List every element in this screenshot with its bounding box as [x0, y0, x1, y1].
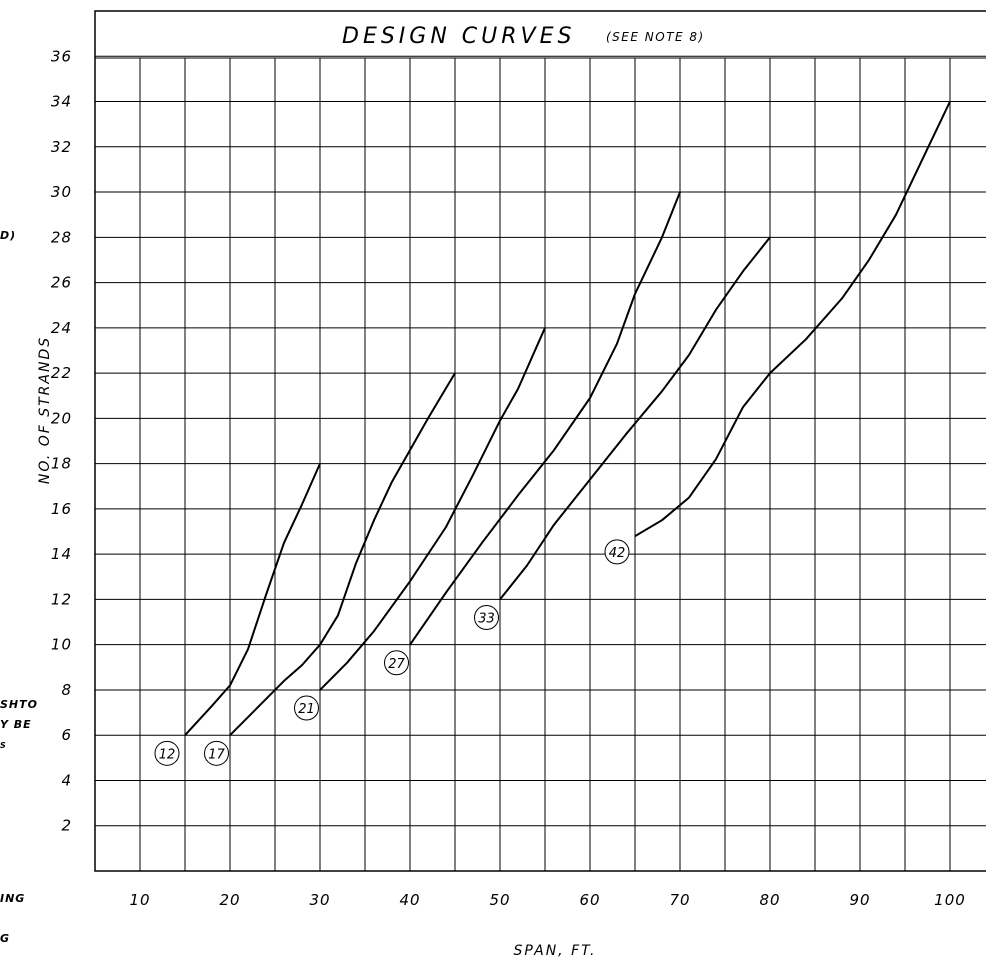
- series-label: 33: [478, 612, 495, 627]
- x-tick-label: 100: [934, 891, 966, 909]
- series-label: 17: [208, 747, 225, 762]
- series-line-33: [499, 236, 771, 601]
- y-tick-label: 26: [51, 274, 72, 292]
- y-tick-label: 16: [51, 500, 72, 518]
- crop-fragment-f: G: [0, 932, 10, 945]
- x-tick-labels: 10 20 30 40 50 60 70 80 90 100: [129, 891, 966, 909]
- x-tick-label: 30: [309, 891, 330, 909]
- y-tick-label: 32: [51, 138, 72, 156]
- chart-subtitle: (SEE NOTE 8): [606, 30, 705, 44]
- x-tick-label: 50: [489, 891, 510, 909]
- series-label-circle: [604, 539, 630, 565]
- series-label-circle: [474, 605, 499, 631]
- crop-fragment-c: Y BE: [0, 718, 32, 731]
- series-label: 27: [388, 657, 405, 672]
- crop-fragment-e: ING: [0, 892, 25, 905]
- y-tick-label: 36: [51, 47, 72, 65]
- y-tick-label: 20: [51, 409, 72, 427]
- series-line-12: [184, 463, 321, 736]
- series-line-17: [229, 372, 456, 736]
- y-tick-label: 2: [61, 817, 72, 835]
- series-line-21: [319, 327, 546, 691]
- y-tick-label: 18: [51, 455, 72, 473]
- chart-title: DESIGN CURVES: [342, 24, 575, 49]
- crop-fragment-b: SHTO: [0, 698, 38, 711]
- y-tick-label: 12: [51, 590, 72, 608]
- crop-fragment-a: D): [0, 229, 16, 242]
- x-tick-label: 10: [129, 891, 150, 909]
- y-tick-label: 22: [51, 364, 72, 382]
- y-tick-label: 34: [51, 93, 72, 111]
- y-tick-label: 4: [61, 771, 72, 789]
- series-label: 12: [159, 747, 176, 762]
- series-label-circle: [384, 650, 409, 676]
- series-label-circle: [154, 740, 180, 766]
- x-tick-label: 40: [399, 891, 420, 909]
- x-tick-label: 70: [669, 891, 690, 909]
- x-axis-label: SPAN, FT.: [514, 943, 597, 959]
- chart-frame: [94, 10, 986, 872]
- series-lines: [184, 101, 951, 736]
- series-labels: 12 17 21 27 33 42: [154, 539, 630, 766]
- series-label: 21: [298, 702, 315, 717]
- y-tick-label: 8: [61, 681, 72, 699]
- series-line-42: [634, 101, 951, 537]
- series-label-circle: [294, 695, 319, 721]
- crop-fragment-d: S: [0, 741, 7, 750]
- y-tick-label: 6: [61, 726, 72, 744]
- y-tick-label: 10: [51, 636, 72, 654]
- x-tick-label: 90: [849, 891, 870, 909]
- series-label-circle: [204, 740, 229, 766]
- x-tick-label: 20: [219, 891, 240, 909]
- grid: [95, 55, 986, 871]
- x-tick-label: 60: [579, 891, 600, 909]
- y-axis-label: NO. OF STRANDS: [37, 336, 53, 484]
- y-tick-label: 28: [51, 228, 72, 246]
- y-tick-label: 24: [51, 319, 72, 337]
- y-tick-label: 30: [51, 183, 72, 201]
- y-tick-label: 14: [51, 545, 72, 563]
- series-label: 42: [609, 546, 626, 561]
- series-line-27: [409, 191, 681, 646]
- x-tick-label: 80: [759, 891, 780, 909]
